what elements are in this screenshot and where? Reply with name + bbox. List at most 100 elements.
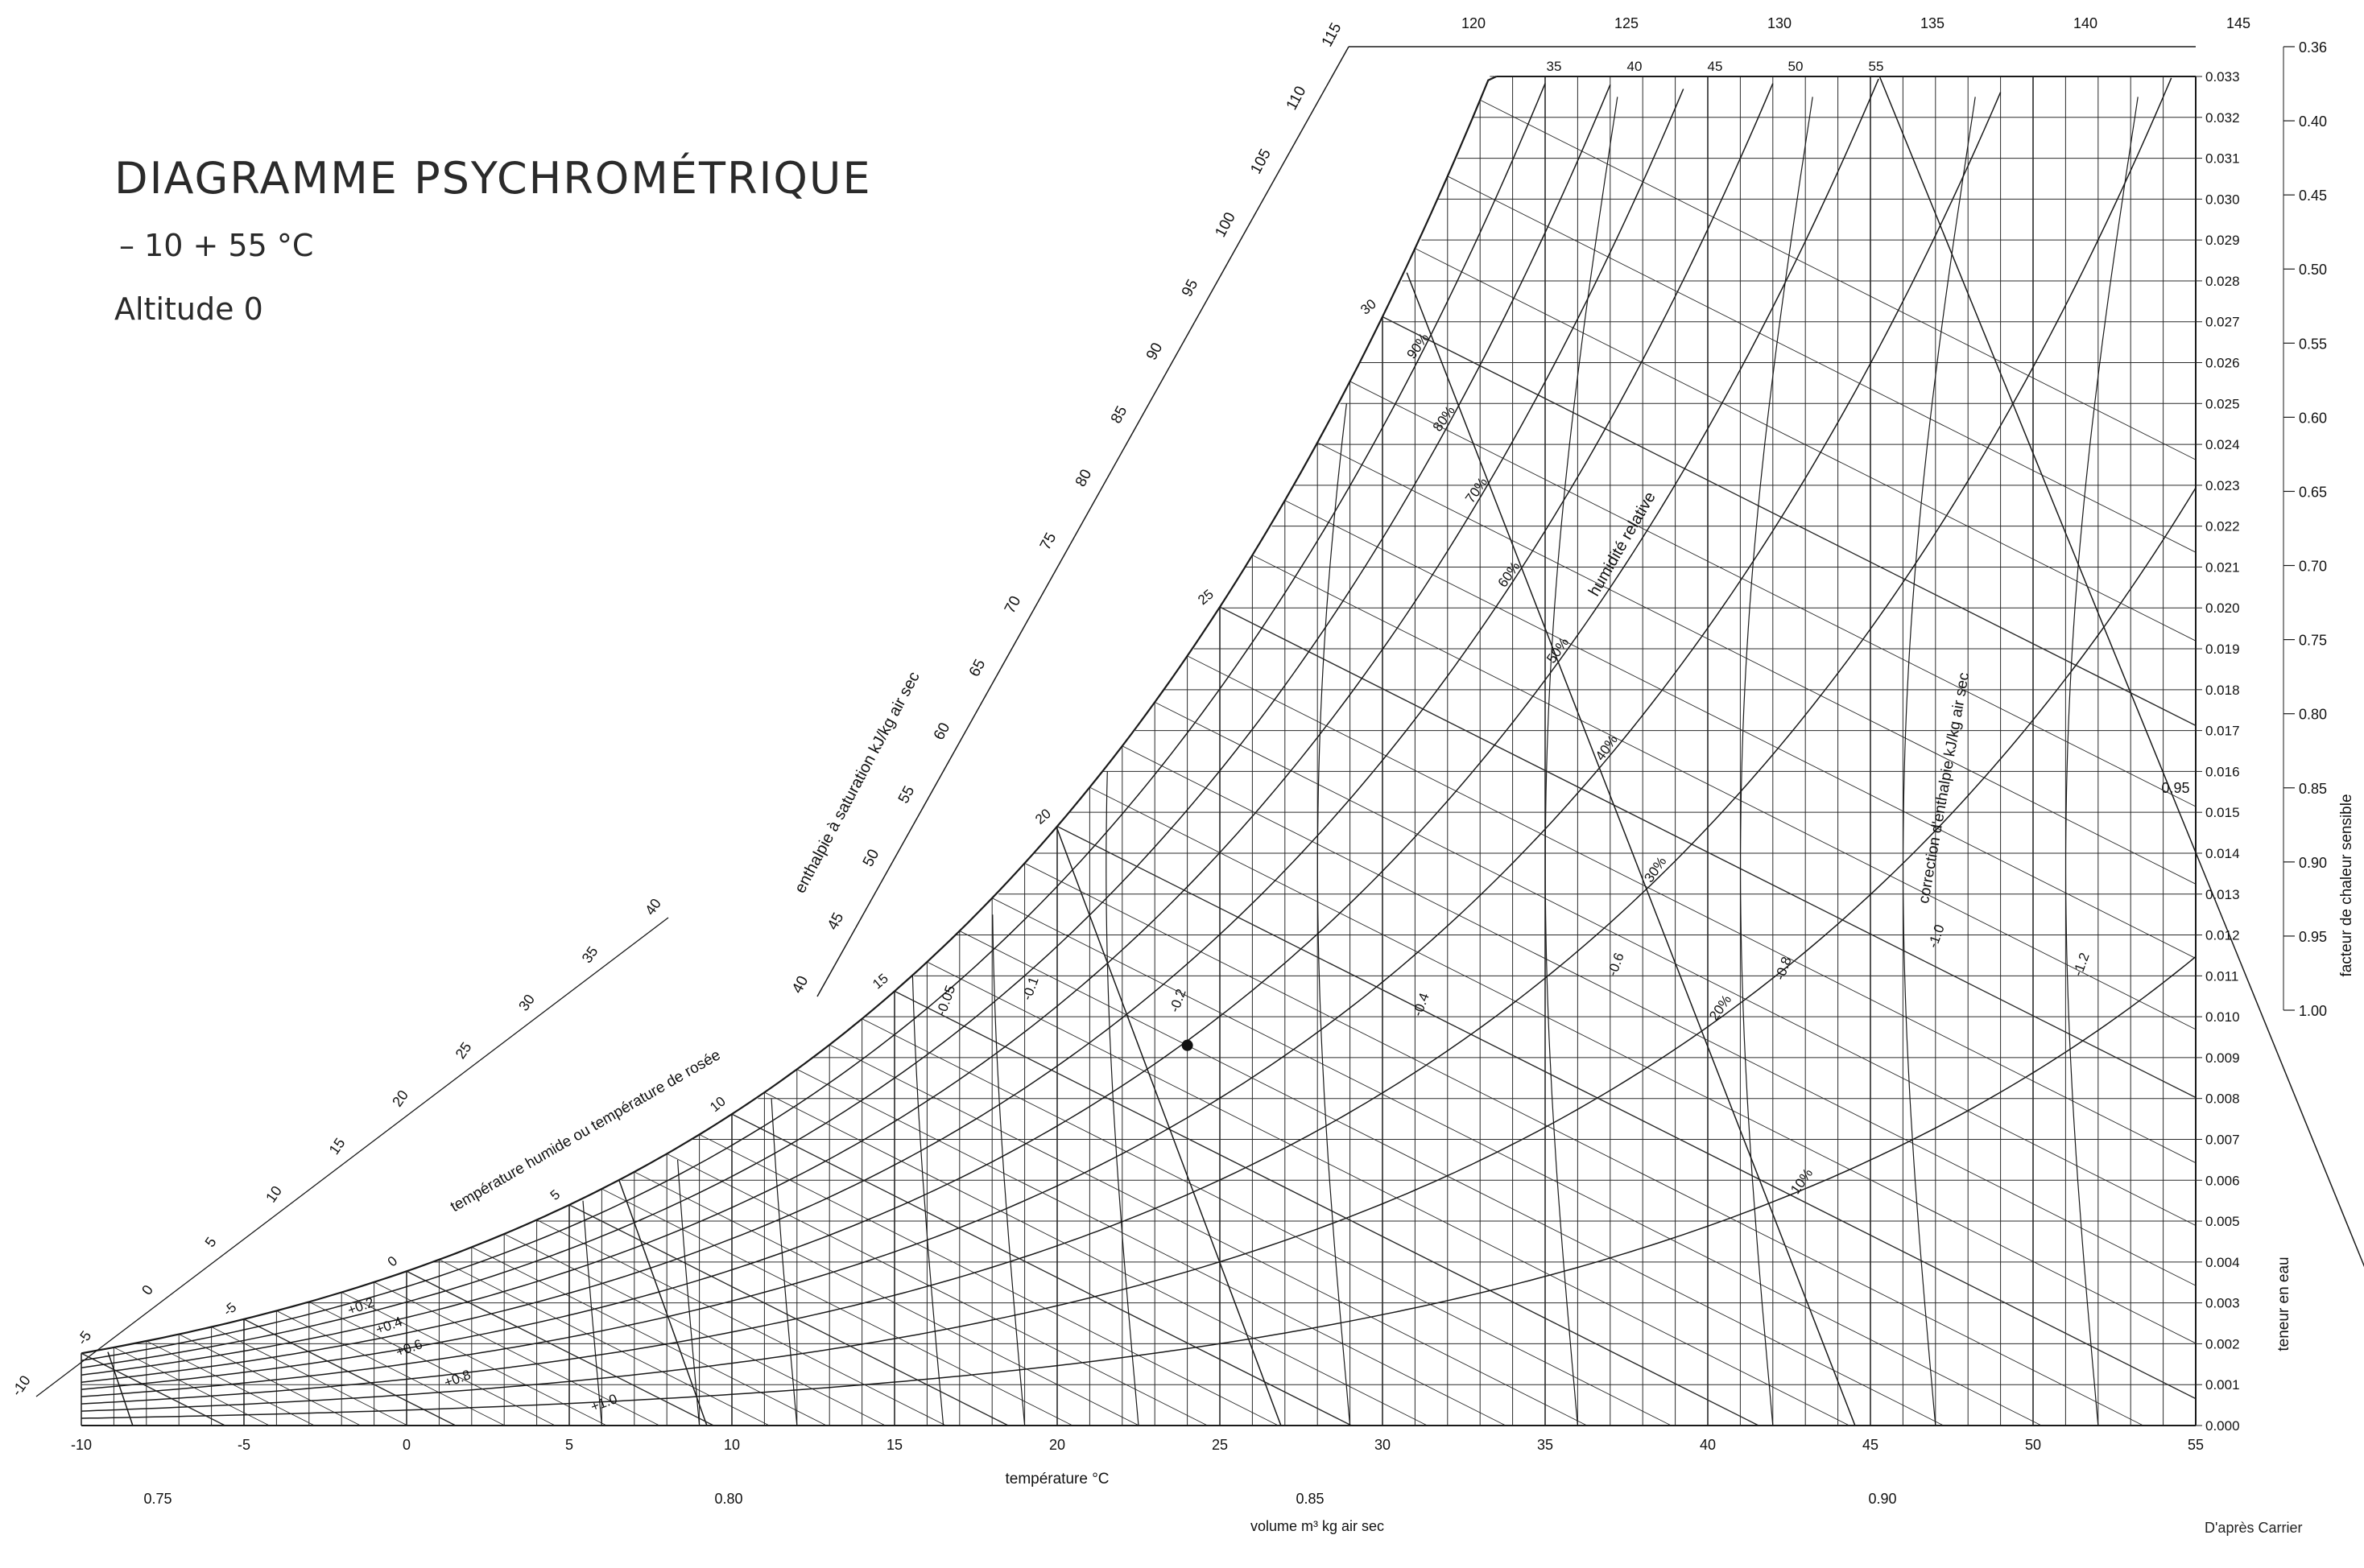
rh-label: 50% [1544,635,1572,666]
shf-label: 0.95 [2299,929,2327,945]
y-tick-label: 0.000 [2205,1418,2240,1434]
y-tick-label: 0.005 [2205,1214,2240,1229]
wet-bulb-label: 15 [870,971,891,992]
rh-label: 20% [1706,992,1734,1024]
wet-bulb-line [1187,655,2197,1164]
y-tick-label: 0.007 [2205,1132,2240,1147]
enthalpy-correction-curve [2065,97,2139,1426]
enthalpy-tick-label: 55 [895,783,918,807]
y-tick-label: 0.012 [2205,928,2240,943]
enthalpy-top-label: 135 [1920,15,1945,31]
wet-bulb-label: -5 [221,1299,240,1318]
rh-curve [81,92,2002,1397]
low-enthalpy-label: 15 [326,1135,349,1157]
y-tick-label: 0.030 [2205,192,2240,207]
low-enthalpy-label: 30 [515,992,538,1014]
enthalpy-tick-label: 90 [1143,340,1166,363]
y-tick-label: 0.026 [2205,356,2240,371]
y-tick-label: 0.017 [2205,724,2240,739]
wet-bulb-line [536,1219,946,1426]
y-tick-label: 0.018 [2205,683,2240,698]
volume-label: 0.80 [714,1491,742,1507]
wet-bulb-line [634,1171,1139,1426]
enthalpy-tick-label: 50 [860,847,882,870]
wet-bulb-line [1219,606,2197,1099]
shf-label: 0.60 [2299,410,2327,426]
volume-label: 0.95 [2161,780,2189,796]
enthalpy-correction-label: -1.0 [1925,922,1948,950]
wet-bulb-line [1089,786,2197,1344]
shf-label: 0.85 [2299,781,2327,797]
enthalpy-top-label: 125 [1614,15,1639,31]
wet-bulb-line [862,1018,1672,1426]
low-enthalpy-label: 40 [642,896,664,918]
enthalpy-scale-axis [816,46,1349,997]
low-enthalpy-label: 5 [202,1234,220,1250]
enthalpy-correction-label: -0.8 [1772,955,1795,982]
source-credit: D'après Carrier [2205,1520,2303,1536]
y-tick-label: 0.031 [2205,151,2240,167]
enthalpy-correction-curve [1740,97,1813,1426]
shf-label: 0.50 [2299,262,2327,278]
enthalpy-correction-curve [1544,97,1618,1426]
wet-bulb-label: 5 [548,1186,563,1203]
x-tick-label: 45 [1862,1437,1878,1453]
y-tick-label: 0.016 [2205,764,2240,779]
rh-curve [81,78,1879,1390]
y-tick-label: 0.024 [2205,437,2240,452]
y-tick-label: 0.001 [2205,1377,2240,1393]
enthalpy-tick-label: 110 [1283,84,1310,113]
wet-bulb-line [341,1292,607,1426]
wet-bulb-line [146,1340,315,1426]
enthalpy-correction-curve [771,1098,798,1426]
low-enthalpy-axis [35,917,669,1397]
volume-line [107,1351,134,1426]
enthalpy-correction-curve [677,1159,701,1426]
y-tick-label: 0.010 [2205,1009,2240,1025]
rh-label: 90% [1403,331,1432,362]
shf-label: 0.65 [2299,484,2327,500]
low-enthalpy-label: 0 [138,1282,156,1298]
wet-bulb-line [1122,745,2197,1286]
y-tick-label: 0.028 [2205,274,2240,289]
wet-bulb-line [1284,500,2197,959]
marked-state-point [1181,1039,1193,1051]
low-enthalpy-label: -5 [74,1328,95,1348]
enthalpy-top-label: 140 [2073,15,2097,31]
y-tick-label: 0.033 [2205,69,2240,85]
low-enthalpy-label: -10 [8,1372,33,1399]
x-tick-label: 5 [565,1437,573,1453]
enthalpy-correction-label: -1.2 [2070,951,2093,978]
rh-label: 70% [1462,475,1490,506]
rh-curve [81,955,2197,1419]
wet-bulb-line [1349,381,2197,807]
y-tick-label: 0.011 [2205,968,2238,984]
enthalpy-axis-label: enthalpie à saturation kJ/kg air sec [791,669,924,896]
x-axis-label: température °C [1005,1471,1109,1488]
enthalpy-tick-label: 105 [1247,146,1274,177]
y-tick-label: 0.021 [2205,559,2240,575]
wet-bulb-label: 25 [1195,587,1217,609]
wet-bulb-label: 0 [385,1253,400,1270]
enthalpy-tick-label: 115 [1319,20,1345,50]
enthalpy-tick-label: 80 [1072,467,1095,490]
enthalpy-tick-label: 40 [789,973,812,997]
rh-curve [81,487,2197,1412]
low-enthalpy-label: 20 [389,1087,411,1110]
y-tick-label: 0.023 [2205,478,2240,493]
enthalpy-correction-label: -0.6 [1605,951,1627,978]
x-tick-label: 35 [1537,1437,1553,1453]
enthalpy-correction-curve [992,914,1026,1426]
wet-bulb-line [601,1188,1073,1426]
wet-bulb-line [503,1233,886,1426]
low-enthalpy-label: 25 [453,1039,475,1062]
enthalpy-correction-label: -0.05 [933,984,958,1018]
volume-line [618,1180,708,1426]
volume-line [1878,76,2364,1268]
enthalpy-correction-label: +0.6 [394,1336,424,1360]
enthalpy-correction-label: +0.8 [442,1367,473,1390]
shf-label: 0.80 [2299,707,2327,723]
wet-bulb-label: 40 [1627,59,1643,74]
enthalpy-tick-label: 75 [1037,530,1060,553]
